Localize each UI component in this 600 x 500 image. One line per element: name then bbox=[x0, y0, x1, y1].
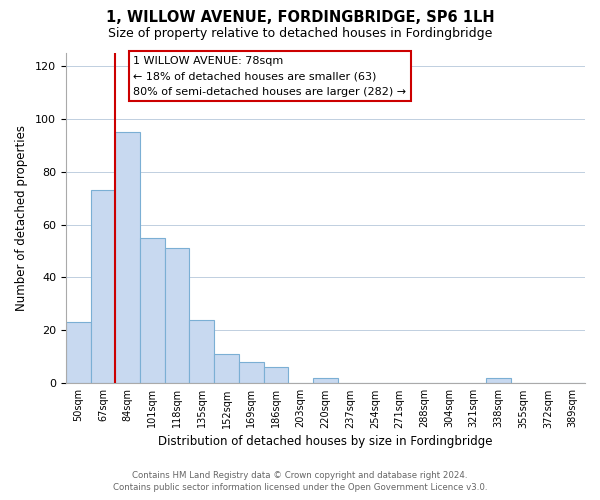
Y-axis label: Number of detached properties: Number of detached properties bbox=[15, 125, 28, 311]
Text: Size of property relative to detached houses in Fordingbridge: Size of property relative to detached ho… bbox=[108, 28, 492, 40]
Bar bbox=[263, 368, 289, 384]
Bar bbox=[239, 362, 263, 384]
Bar bbox=[91, 190, 115, 384]
Bar bbox=[140, 238, 164, 384]
X-axis label: Distribution of detached houses by size in Fordingbridge: Distribution of detached houses by size … bbox=[158, 434, 493, 448]
Bar bbox=[190, 320, 214, 384]
Text: 1, WILLOW AVENUE, FORDINGBRIDGE, SP6 1LH: 1, WILLOW AVENUE, FORDINGBRIDGE, SP6 1LH bbox=[106, 10, 494, 25]
Text: Contains HM Land Registry data © Crown copyright and database right 2024.
Contai: Contains HM Land Registry data © Crown c… bbox=[113, 471, 487, 492]
Text: 1 WILLOW AVENUE: 78sqm
← 18% of detached houses are smaller (63)
80% of semi-det: 1 WILLOW AVENUE: 78sqm ← 18% of detached… bbox=[133, 56, 406, 97]
Bar bbox=[115, 132, 140, 384]
Bar bbox=[313, 378, 338, 384]
Bar bbox=[486, 378, 511, 384]
Bar bbox=[66, 322, 91, 384]
Bar bbox=[164, 248, 190, 384]
Bar bbox=[214, 354, 239, 384]
